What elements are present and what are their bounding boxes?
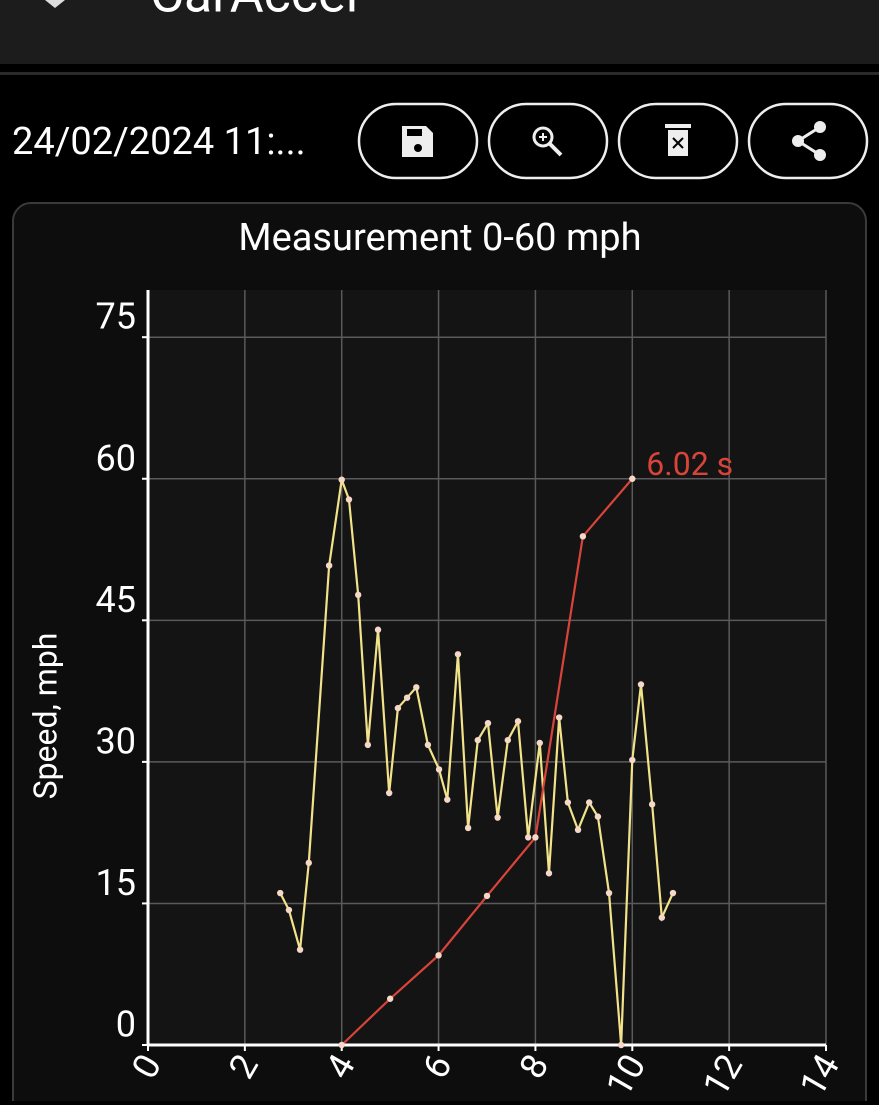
share-button[interactable] <box>747 102 869 180</box>
app-title: CarAccel <box>150 0 358 25</box>
data-point <box>385 789 393 797</box>
data-point <box>444 796 451 803</box>
data-point <box>277 889 284 897</box>
date-label: 24/02/2024 11:... <box>12 120 306 164</box>
data-point <box>514 718 522 725</box>
y-tick-label: 45 <box>96 579 136 621</box>
divider <box>0 72 879 75</box>
y-tick-label: 75 <box>96 296 136 338</box>
y-tick-label: 15 <box>96 862 136 904</box>
data-point <box>494 814 501 821</box>
save-button[interactable] <box>357 102 479 180</box>
zoom-button[interactable] <box>487 102 609 180</box>
data-point <box>564 799 572 806</box>
data-point <box>435 766 443 773</box>
data-point <box>483 892 491 900</box>
data-point <box>386 995 394 1002</box>
data-point <box>454 651 462 658</box>
data-point <box>629 756 636 764</box>
data-point <box>594 813 602 820</box>
data-point <box>338 476 345 483</box>
data-point <box>474 736 481 744</box>
y-tick-label: 30 <box>96 720 136 762</box>
data-point <box>464 824 472 832</box>
data-point <box>669 889 677 897</box>
app-bar <box>0 0 879 64</box>
data-point <box>325 562 333 569</box>
chart-title: Measurement 0-60 mph <box>238 216 641 260</box>
data-point <box>435 952 442 959</box>
data-point <box>364 741 372 749</box>
plot-area <box>148 290 826 1045</box>
data-point <box>629 475 636 482</box>
delete-button[interactable] <box>617 102 739 180</box>
y-axis-label: Speed, mph <box>26 633 64 800</box>
data-point <box>545 870 553 877</box>
data-point <box>374 626 382 633</box>
data-point <box>524 834 532 841</box>
data-point <box>413 684 420 691</box>
data-point <box>403 694 411 701</box>
end-label: 6.02 s <box>646 445 733 483</box>
y-tick-label: 60 <box>96 437 136 479</box>
data-point <box>585 799 593 806</box>
data-point <box>345 496 353 503</box>
data-point <box>536 739 543 747</box>
data-point <box>504 736 512 744</box>
data-point <box>617 1041 625 1049</box>
app-icon <box>45 0 65 8</box>
data-point <box>555 714 563 721</box>
data-point <box>532 834 539 841</box>
data-point <box>648 801 656 808</box>
data-point <box>285 906 293 914</box>
data-point <box>637 681 645 688</box>
data-point <box>394 704 402 712</box>
data-point <box>305 859 312 867</box>
data-point <box>574 826 582 834</box>
data-point <box>424 741 432 749</box>
data-point <box>658 914 666 921</box>
data-point <box>338 1041 345 1049</box>
data-point <box>605 889 613 897</box>
data-point <box>579 533 587 540</box>
y-tick-label: 0 <box>116 1004 136 1046</box>
data-point <box>354 591 362 599</box>
data-point <box>296 946 304 953</box>
data-point <box>484 719 492 727</box>
